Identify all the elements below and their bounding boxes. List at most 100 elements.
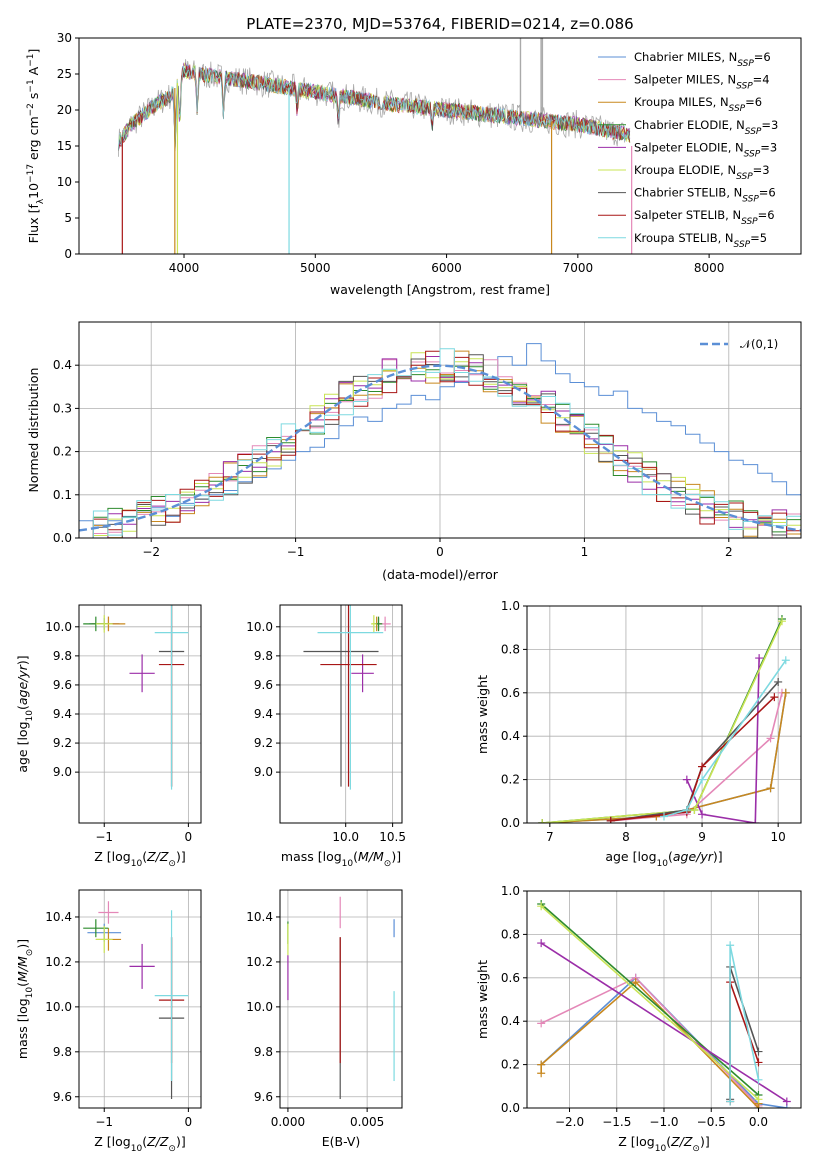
y-tick-label: 30 bbox=[57, 31, 72, 45]
mass-weight-marker bbox=[754, 1095, 763, 1104]
y-tick-label: 9.8 bbox=[254, 1045, 273, 1059]
y-tick-label: 10 bbox=[57, 175, 72, 189]
y-tick-label: 10.2 bbox=[45, 955, 72, 969]
x-axis-label: Z [log10(Z/Z⊙)] bbox=[618, 1134, 709, 1154]
x-tick-label: 6000 bbox=[431, 261, 462, 275]
y-tick-label: 0.4 bbox=[53, 358, 72, 372]
x-axis-label: E(B-V) bbox=[322, 1134, 361, 1149]
legend-entry-label: Kroupa ELODIE, NSSP=3 bbox=[634, 163, 770, 182]
mass-weight-marker bbox=[538, 819, 547, 823]
x-tick-label: 10.0 bbox=[332, 830, 359, 844]
mass-weight-marker bbox=[682, 775, 691, 784]
spectrum-legend: Chabrier MILES, NSSP=6 Salpeter MILES, NS… bbox=[598, 50, 778, 250]
x-axis-label: mass [log10(M/M⊙)] bbox=[281, 849, 401, 869]
mass-weight-marker bbox=[754, 1058, 763, 1067]
x-axis-label: Z [log10(Z/Z⊙)] bbox=[94, 1134, 185, 1154]
mass-weight-marker bbox=[606, 816, 615, 823]
mass-weight-marker bbox=[682, 805, 691, 814]
y-tick-label: 25 bbox=[57, 67, 72, 81]
mass-weight-line bbox=[686, 658, 760, 823]
y-tick-label: 10.2 bbox=[246, 955, 273, 969]
weight-vs-age-panel: 7 8 9 10 0.0 0.2 0.4 0.6 0.8 1.0 age [log10(age/yr… bbox=[475, 599, 802, 869]
mass-weight-line bbox=[540, 905, 760, 1100]
x-axis-label: wavelength [Angstrom, rest frame] bbox=[330, 282, 550, 297]
mass-weight-marker bbox=[781, 656, 790, 665]
y-tick-label: 10.0 bbox=[246, 620, 273, 634]
plot-frame bbox=[279, 604, 403, 824]
y-tick-label: 9.4 bbox=[254, 707, 273, 721]
x-tick-label: −2.0 bbox=[555, 1115, 584, 1129]
y-tick-label: 9.0 bbox=[254, 765, 273, 779]
y-tick-label: 10.0 bbox=[246, 1000, 273, 1014]
x-tick-label: 10.5 bbox=[379, 830, 406, 844]
x-tick-label: 2 bbox=[725, 545, 733, 559]
y-axis-label: age [log10(age/yr)] bbox=[15, 655, 35, 772]
mass-vs-extinction-panel: 0.000 0.005 9.6 9.8 10.0 10.2 10.4 E(B-V) bbox=[246, 889, 403, 1149]
x-tick-label: 8000 bbox=[694, 261, 725, 275]
y-tick-label: 9.8 bbox=[53, 649, 72, 663]
y-tick-label: 9.2 bbox=[254, 736, 273, 750]
x-tick-label: −2 bbox=[142, 545, 160, 559]
plot-frame bbox=[78, 321, 802, 539]
plot-area bbox=[537, 900, 791, 1108]
y-tick-label: 0 bbox=[64, 247, 72, 261]
legend-entry-label: Kroupa MILES, NSSP=6 bbox=[634, 95, 762, 114]
mass-weight-marker bbox=[754, 1075, 763, 1084]
mass-weight-marker bbox=[631, 978, 640, 987]
figure-title: PLATE=2370, MJD=53764, FIBERID=0214, z=0… bbox=[246, 15, 633, 33]
y-axis-label: Flux [fλ10−17 erg cm−2 s−1 A−1] bbox=[26, 49, 46, 244]
plot-background bbox=[280, 890, 402, 1108]
x-tick-label: 1 bbox=[581, 545, 589, 559]
x-tick-label: 0 bbox=[436, 545, 444, 559]
plot-frame bbox=[78, 889, 202, 1109]
y-tick-label: 9.4 bbox=[53, 707, 72, 721]
y-tick-label: 10.4 bbox=[45, 910, 72, 924]
y-tick-label: 20 bbox=[57, 103, 72, 117]
y-tick-label: 9.8 bbox=[254, 649, 273, 663]
x-tick-label: 8 bbox=[622, 830, 630, 844]
x-tick-label: 0 bbox=[185, 830, 193, 844]
y-tick-label: 10.0 bbox=[45, 1000, 72, 1014]
legend-entry-label: Chabrier STELIB, NSSP=6 bbox=[634, 186, 776, 205]
y-tick-label: 0.4 bbox=[501, 729, 520, 743]
y-tick-label: 0.4 bbox=[501, 1014, 520, 1028]
x-tick-label: −1.5 bbox=[602, 1115, 631, 1129]
y-tick-label: 15 bbox=[57, 139, 72, 153]
plot-frame bbox=[526, 605, 802, 824]
y-tick-label: 10.4 bbox=[246, 910, 273, 924]
y-tick-label: 0.2 bbox=[53, 445, 72, 459]
mass-weight-marker bbox=[537, 1060, 546, 1069]
x-tick-label: 10 bbox=[771, 830, 786, 844]
x-tick-label: −1 bbox=[95, 1115, 113, 1129]
y-tick-label: 0.6 bbox=[501, 971, 520, 985]
y-tick-label: 0.8 bbox=[501, 642, 520, 656]
plot-area bbox=[538, 615, 790, 823]
y-tick-label: 0.8 bbox=[501, 927, 520, 941]
x-tick-label: 7 bbox=[546, 830, 554, 844]
y-tick-label: 9.6 bbox=[53, 1090, 72, 1104]
grid bbox=[79, 605, 201, 823]
mass-weight-marker bbox=[770, 693, 779, 702]
legend-entry-label: Kroupa STELIB, NSSP=5 bbox=[634, 231, 767, 250]
y-tick-label: 9.8 bbox=[53, 1045, 72, 1059]
y-tick-label: 9.0 bbox=[53, 765, 72, 779]
x-tick-label: −0.5 bbox=[697, 1115, 726, 1129]
y-axis-label: mass weight bbox=[475, 675, 490, 754]
mass-weight-marker bbox=[777, 617, 786, 626]
mass-weight-marker bbox=[766, 734, 775, 743]
mass-weight-line bbox=[540, 942, 788, 1103]
y-tick-label: 0.6 bbox=[501, 686, 520, 700]
legend-entry-label: Salpeter ELODIE, NSSP=3 bbox=[634, 140, 777, 159]
mass-weight-line bbox=[540, 903, 760, 1096]
x-tick-label: 0.000 bbox=[271, 1115, 305, 1129]
y-tick-label: 1.0 bbox=[501, 599, 520, 613]
plot-frame bbox=[78, 604, 202, 824]
mass-weight-marker bbox=[537, 902, 546, 911]
y-tick-label: 9.6 bbox=[254, 678, 273, 692]
legend-entry-label: Chabrier ELODIE, NSSP=3 bbox=[634, 118, 778, 137]
y-tick-label: 0.0 bbox=[501, 816, 520, 830]
plot-frame bbox=[279, 889, 403, 1109]
plot-frame bbox=[526, 890, 802, 1109]
model-spectrum-line bbox=[118, 65, 631, 151]
